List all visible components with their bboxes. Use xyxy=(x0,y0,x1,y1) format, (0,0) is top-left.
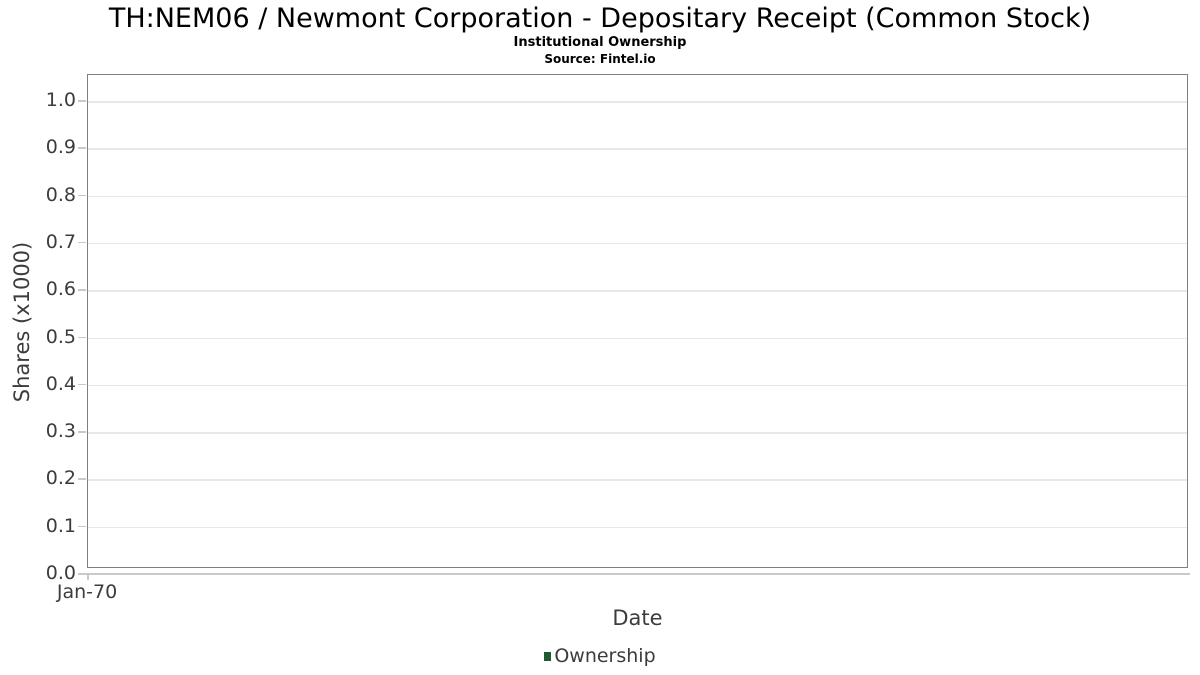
x-tick-label: Jan-70 xyxy=(56,581,118,603)
y-tick-label: 0.1 xyxy=(45,514,76,537)
gridline xyxy=(88,432,1187,434)
chart-subtitle: Institutional Ownership xyxy=(513,35,687,50)
x-axis-line xyxy=(83,573,1190,575)
y-tick-mark xyxy=(78,194,86,197)
gridline xyxy=(88,526,1187,529)
chart-title: TH:NEM06 / Newmont Corporation - Deposit… xyxy=(108,3,1092,34)
y-tick-label: 0.5 xyxy=(45,325,76,348)
y-tick-mark xyxy=(78,147,86,149)
gridline xyxy=(88,337,1187,339)
gridline xyxy=(88,195,1187,198)
y-tick-label: 0.2 xyxy=(45,467,76,490)
gridline xyxy=(88,290,1187,292)
y-tick-mark xyxy=(78,383,86,386)
x-tick-mark xyxy=(87,574,89,580)
y-tick-mark xyxy=(78,478,86,480)
plot-area xyxy=(87,74,1188,568)
gridline xyxy=(88,148,1187,150)
gridline xyxy=(88,242,1187,245)
legend-swatch-ownership xyxy=(544,651,552,661)
y-tick-label: 0.3 xyxy=(45,420,76,443)
gridline xyxy=(88,101,1187,103)
y-tick-mark xyxy=(78,336,86,338)
y-tick-label: 0.6 xyxy=(45,278,76,301)
y-tick-label: 0.4 xyxy=(45,372,76,395)
y-tick-label: 0.0 xyxy=(45,562,76,584)
legend: Ownership xyxy=(0,645,1200,667)
y-tick-label: 0.8 xyxy=(45,183,76,206)
chart-source: Source: Fintel.io xyxy=(544,52,656,66)
y-tick-label: 1.0 xyxy=(45,89,76,111)
gridline xyxy=(88,384,1187,387)
gridline xyxy=(88,479,1187,481)
y-tick-mark xyxy=(78,573,86,575)
x-axis-title: Date xyxy=(612,606,663,630)
y-tick-mark xyxy=(78,100,86,102)
y-tick-mark xyxy=(78,241,86,244)
y-tick-mark xyxy=(78,525,86,528)
legend-label-ownership: Ownership xyxy=(554,645,656,667)
y-tick-label: 0.7 xyxy=(45,230,76,253)
y-tick-mark xyxy=(78,289,86,291)
y-tick-label: 0.9 xyxy=(45,136,76,159)
y-axis-title: Shares (x1000) xyxy=(10,241,34,403)
y-tick-mark xyxy=(78,431,86,433)
